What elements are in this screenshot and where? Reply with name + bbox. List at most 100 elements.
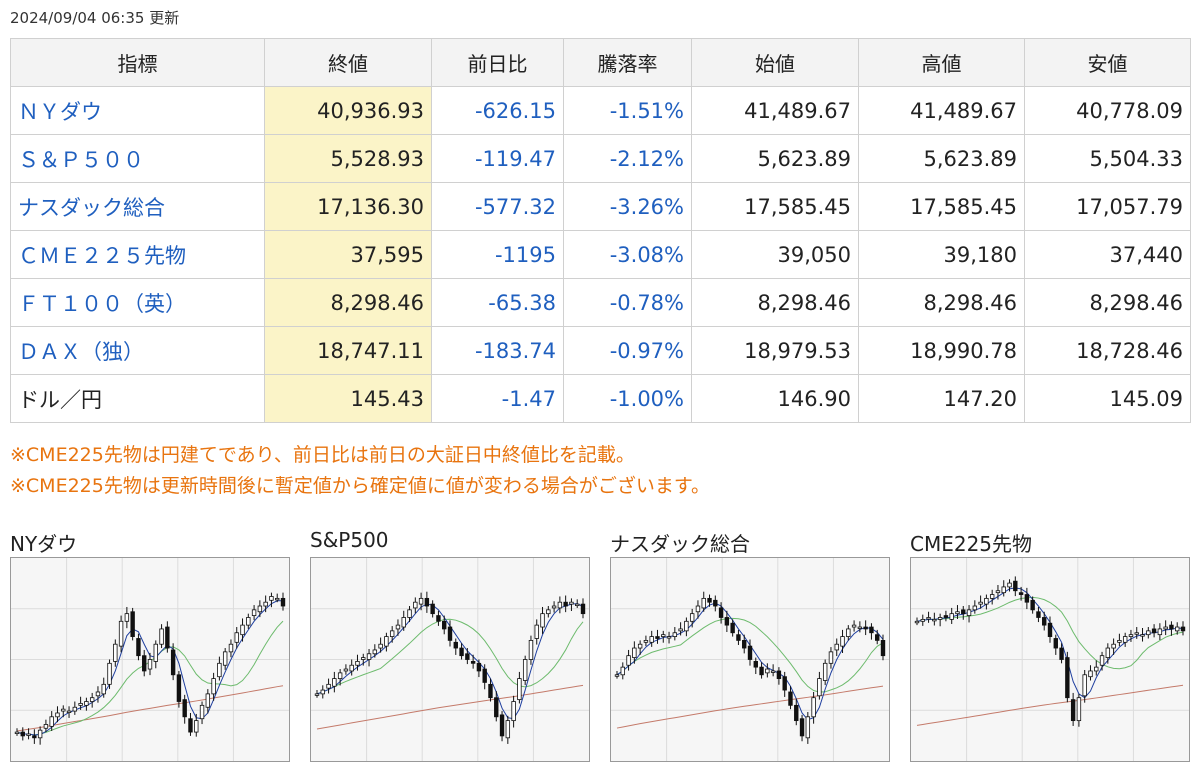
candle-body [805, 716, 811, 739]
candle-body [742, 640, 747, 649]
candle-body [666, 636, 672, 639]
candle-body [932, 618, 937, 622]
candle-body [442, 620, 447, 630]
candle-body [828, 651, 834, 664]
candle-body [407, 609, 412, 618]
candle-body [1001, 586, 1006, 594]
candle-body [465, 653, 470, 660]
candle-body [257, 605, 263, 613]
moving-average-long [616, 685, 884, 729]
close-value: 5,528.93 [264, 134, 432, 183]
candle-body [1128, 634, 1134, 637]
rate-value: -2.12% [563, 134, 692, 183]
index-link-dax[interactable]: ＤＡＸ（独） [18, 339, 144, 364]
candle-body [436, 615, 441, 622]
candle-body [799, 718, 805, 737]
candle-body [580, 603, 586, 615]
table-row: ナスダック総合 17,136.30 -577.32 -3.26% 17,585.… [10, 182, 1191, 231]
candle-body [534, 624, 539, 639]
rate-value: -1.00% [563, 374, 692, 423]
rate-value: -1.51% [563, 86, 692, 135]
candle-body [753, 661, 758, 668]
candle-body [863, 626, 868, 630]
candle-body [107, 662, 112, 685]
candle-body [528, 640, 534, 660]
table-row: ＮＹダウ 40,936.93 -626.15 -1.51% 41,489.67 … [10, 86, 1191, 135]
candle-body [643, 640, 649, 643]
candle-body [776, 670, 782, 679]
change-value: -1195 [431, 230, 564, 279]
moving-average-mid [616, 617, 884, 693]
candle-body [620, 666, 625, 676]
moving-average-mid [916, 596, 1184, 670]
chart-nydow[interactable] [10, 557, 290, 762]
candle-body [1169, 624, 1174, 630]
candle-body [1013, 580, 1018, 592]
candle-body [678, 628, 683, 632]
candle-body [234, 632, 239, 643]
candle-body [661, 634, 666, 637]
candle-body [695, 605, 701, 613]
candle-body [505, 720, 511, 739]
index-link-cme225[interactable]: ＣＭＥ２２５先物 [18, 243, 186, 268]
rate-value: -3.08% [563, 230, 692, 279]
change-value: -1.47 [431, 374, 564, 423]
moving-average-long [916, 684, 1184, 726]
candle-body [626, 655, 631, 666]
candle-body [361, 657, 366, 660]
candle-body [869, 626, 874, 634]
chart-nasdaq[interactable] [610, 557, 890, 762]
candle-body [14, 731, 20, 734]
index-link-nydow[interactable]: ＮＹダウ [18, 99, 102, 124]
candle-body [194, 720, 199, 733]
rate-value: -3.26% [563, 182, 692, 231]
candle-body [1018, 592, 1024, 595]
candle-body [1024, 594, 1030, 603]
low-value: 17,057.79 [1024, 182, 1191, 231]
open-value: 146.90 [691, 374, 859, 423]
chart-cme225[interactable] [910, 557, 1190, 762]
candle-body [880, 640, 886, 657]
candle-body [488, 683, 493, 699]
candle-body [995, 590, 1001, 594]
candle-body [384, 636, 389, 647]
candle-body [522, 659, 528, 681]
candle-body [280, 597, 286, 607]
candle-body [747, 645, 753, 660]
candle-body [228, 643, 234, 653]
candle-body [147, 659, 153, 670]
candle-body [770, 670, 776, 673]
candle-body [372, 649, 378, 655]
candle-body [418, 597, 424, 605]
candle-body [26, 733, 31, 736]
candle-body [1157, 628, 1163, 636]
candle-body [926, 617, 931, 620]
low-value: 8,298.46 [1024, 278, 1191, 327]
index-link-nasdaq[interactable]: ナスダック総合 [18, 195, 165, 220]
candle-body [637, 643, 643, 649]
candle-body [124, 613, 130, 622]
candle-body [701, 597, 706, 609]
candle-body [332, 678, 337, 687]
open-value: 17,585.45 [691, 182, 859, 231]
candle-body [188, 718, 193, 733]
candle-body [142, 655, 147, 672]
index-link-ft100[interactable]: ＦＴ１００（英） [18, 291, 186, 316]
candle-body [857, 626, 863, 629]
candlestick-chart [11, 558, 289, 761]
open-value: 5,623.89 [691, 134, 859, 183]
candle-body [499, 714, 505, 737]
candle-body [788, 691, 793, 706]
candle-body [724, 617, 730, 626]
candle-body [1053, 638, 1058, 649]
candle-body [707, 597, 712, 603]
chart-sp500[interactable] [310, 557, 590, 762]
candle-body [314, 693, 320, 696]
candlestick-chart [311, 558, 589, 761]
open-value: 39,050 [691, 230, 859, 279]
index-link-sp500[interactable]: Ｓ＆Ｐ５００ [18, 147, 144, 172]
candle-body [649, 636, 654, 643]
change-value: -183.74 [431, 326, 564, 375]
candle-body [546, 609, 551, 615]
candle-body [1059, 647, 1064, 660]
